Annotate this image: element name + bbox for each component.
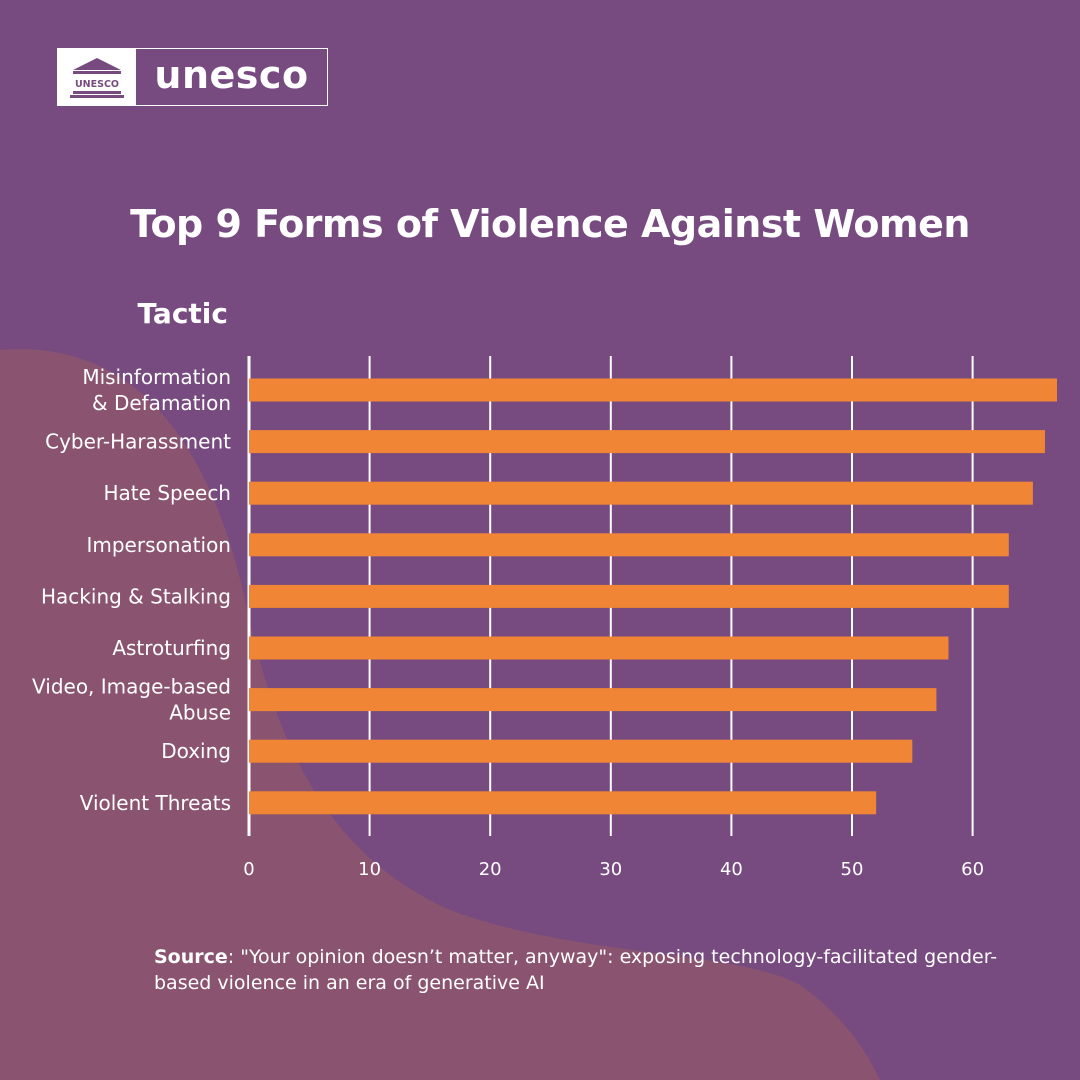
category-label: & Defamation bbox=[92, 391, 231, 415]
category-label: Hate Speech bbox=[104, 481, 231, 505]
category-label: Doxing bbox=[161, 739, 231, 763]
x-tick-label: 20 bbox=[479, 859, 502, 880]
logo-emblem-text: UNESCO bbox=[75, 79, 119, 90]
source-label: Source bbox=[154, 946, 228, 968]
x-tick-label: 0 bbox=[243, 859, 254, 880]
x-tick-label: 10 bbox=[358, 859, 381, 880]
y-axis-label: Tactic bbox=[137, 297, 228, 330]
unesco-logo: UNESCO unesco bbox=[57, 48, 328, 106]
category-label: Video, Image-based bbox=[32, 675, 231, 699]
chart-title: Top 9 Forms of Violence Against Women bbox=[130, 202, 970, 246]
category-label: Impersonation bbox=[86, 533, 231, 557]
unesco-temple-emblem: UNESCO bbox=[58, 49, 136, 105]
bar bbox=[249, 430, 1045, 454]
category-label: Misinformation bbox=[82, 365, 231, 389]
x-tick-label: 30 bbox=[599, 859, 622, 880]
source-text: : "Your opinion doesn’t matter, anyway":… bbox=[154, 946, 998, 994]
bar bbox=[249, 739, 913, 763]
bar bbox=[249, 481, 1033, 505]
x-tick-label: 60 bbox=[961, 859, 984, 880]
x-tick-label: 40 bbox=[720, 859, 743, 880]
bar bbox=[249, 378, 1058, 402]
bar bbox=[249, 688, 937, 712]
x-tick-label: 50 bbox=[841, 859, 864, 880]
bar bbox=[249, 636, 949, 660]
category-label: Astroturfing bbox=[112, 636, 231, 660]
unesco-wordmark: unesco bbox=[154, 53, 309, 97]
category-label: Abuse bbox=[169, 701, 231, 725]
bar bbox=[249, 791, 877, 815]
category-label: Violent Threats bbox=[80, 791, 231, 815]
category-label: Hacking & Stalking bbox=[41, 584, 231, 608]
bar bbox=[249, 584, 1009, 608]
bar bbox=[249, 533, 1009, 557]
source-note: Source: "Your opinion doesn’t matter, an… bbox=[154, 944, 1034, 996]
category-label: Cyber-Harassment bbox=[45, 430, 231, 454]
